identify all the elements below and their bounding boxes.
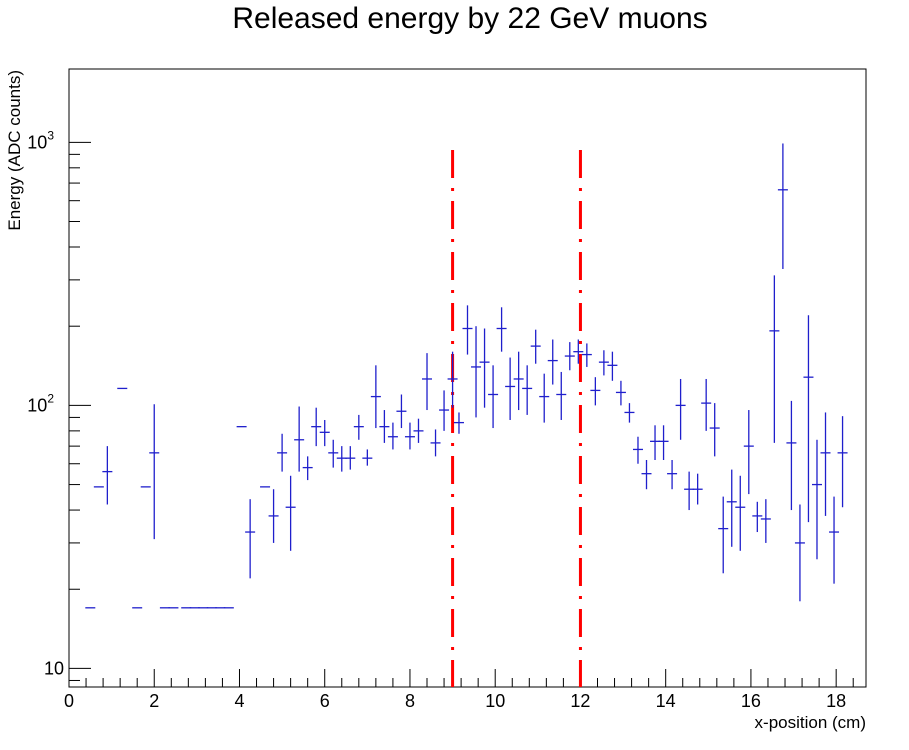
data-point: [362, 449, 373, 466]
data-point: [370, 365, 381, 429]
y-tick-label: 103: [27, 128, 54, 152]
data-point: [453, 412, 464, 434]
data-point: [488, 365, 499, 429]
data-point: [615, 380, 626, 406]
data-point: [522, 365, 533, 415]
data-point: [760, 499, 771, 543]
data-point: [302, 456, 313, 481]
data-point: [786, 400, 797, 511]
x-tick-label: 2: [149, 691, 159, 711]
data-point: [811, 439, 822, 560]
data-point: [439, 390, 450, 431]
data-point: [641, 459, 652, 490]
data-point: [447, 351, 458, 408]
data-point: [505, 357, 516, 420]
data-point: [794, 504, 805, 602]
data-point: [820, 412, 831, 516]
data-point: [336, 446, 347, 472]
plot-frame: [68, 68, 867, 688]
y-tick-label: 102: [27, 391, 54, 415]
data-point: [294, 406, 305, 472]
data-point: [149, 404, 160, 540]
x-tick-label: 4: [234, 691, 244, 711]
data-point: [777, 143, 788, 269]
data-point: [530, 329, 541, 364]
data-point: [667, 459, 678, 490]
x-tick-label: 14: [656, 691, 676, 711]
data-point: [701, 378, 712, 431]
data-point: [632, 436, 643, 464]
x-axis-label: x-position (cm): [755, 713, 866, 732]
data-point: [564, 342, 575, 371]
x-tick-label: 0: [64, 691, 74, 711]
data-point: [479, 328, 490, 408]
y-tick-label: 10: [44, 658, 64, 678]
data-point: [404, 422, 415, 450]
data-point: [752, 501, 763, 533]
data-point: [268, 489, 279, 543]
data-point: [607, 351, 618, 381]
data-point: [718, 496, 729, 574]
vertical-reference-lines: [451, 150, 582, 687]
data-point: [539, 373, 550, 423]
x-tick-label: 18: [826, 691, 846, 711]
x-axis: 0 2 4 6 8 10 12 14 16 18: [64, 669, 854, 711]
data-point: [311, 407, 322, 447]
x-tick-label: 10: [485, 691, 505, 711]
data-point: [675, 378, 686, 440]
data-point: [709, 403, 720, 457]
data-point: [430, 429, 441, 457]
data-point: [837, 416, 848, 508]
data-point: [387, 422, 398, 450]
data-point: [277, 433, 288, 472]
data-point: [345, 446, 356, 470]
data-point: [573, 339, 584, 364]
data-point: [319, 419, 330, 447]
data-point: [353, 414, 364, 440]
data-point: [379, 410, 390, 443]
data-point: [547, 339, 558, 385]
data-point: [422, 353, 433, 411]
data-point: [328, 439, 339, 468]
x-tick-label: 16: [741, 691, 761, 711]
data-point: [581, 343, 592, 367]
data-points: [85, 143, 848, 609]
data-point: [743, 410, 754, 495]
data-point: [471, 326, 482, 418]
data-point: [658, 425, 669, 460]
data-point: [726, 469, 737, 547]
data-point: [803, 315, 814, 523]
data-point: [513, 351, 524, 411]
data-point: [624, 403, 635, 423]
x-tick-label: 8: [405, 691, 415, 711]
data-point: [684, 471, 695, 511]
data-point: [496, 307, 507, 352]
data-point: [650, 425, 661, 460]
chart-title: Released energy by 22 GeV muons: [232, 2, 707, 35]
data-point: [590, 377, 601, 406]
data-point: [245, 499, 256, 579]
data-point: [285, 475, 296, 551]
data-point: [769, 275, 780, 443]
data-point: [598, 350, 609, 376]
data-point: [413, 418, 424, 443]
data-point: [556, 371, 567, 420]
data-point: [829, 496, 840, 584]
data-point: [462, 305, 473, 355]
data-point: [102, 446, 113, 505]
x-tick-label: 6: [320, 691, 330, 711]
x-tick-label: 12: [570, 691, 590, 711]
y-axis: 10 102 103: [27, 128, 91, 681]
y-axis-label: Energy (ADC counts): [5, 70, 24, 231]
data-point: [396, 394, 407, 429]
data-point: [735, 475, 746, 551]
data-point: [692, 473, 703, 505]
